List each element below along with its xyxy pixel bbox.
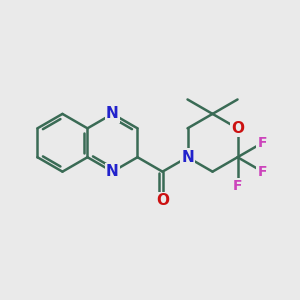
- Text: N: N: [106, 106, 119, 122]
- Text: F: F: [258, 165, 267, 179]
- Text: O: O: [156, 193, 169, 208]
- Text: F: F: [233, 179, 242, 193]
- Text: N: N: [181, 150, 194, 165]
- Text: O: O: [231, 121, 244, 136]
- Text: F: F: [258, 136, 267, 150]
- Text: N: N: [106, 164, 119, 179]
